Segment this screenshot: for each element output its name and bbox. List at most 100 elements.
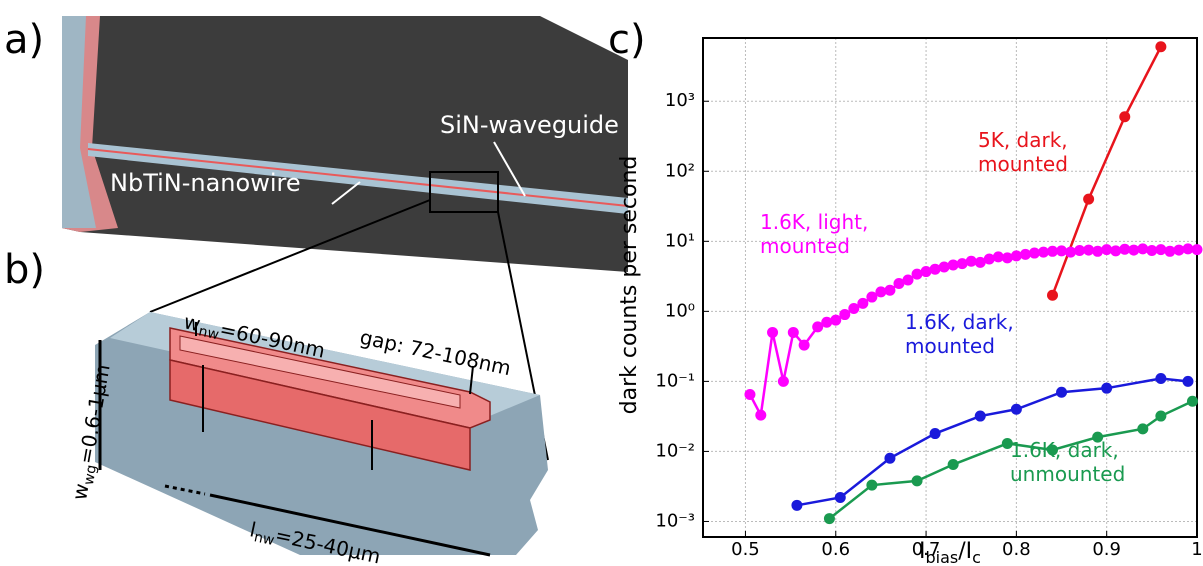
annotation: nw bbox=[253, 529, 276, 549]
data-point bbox=[1092, 431, 1104, 443]
data-point bbox=[893, 277, 905, 289]
data-point bbox=[767, 326, 779, 338]
y-tick-label: 10⁻³ bbox=[655, 510, 695, 531]
y-tick-label: 10⁻² bbox=[655, 440, 695, 461]
data-point bbox=[1186, 395, 1198, 407]
data-point bbox=[1047, 289, 1059, 301]
data-point bbox=[1065, 246, 1077, 258]
zoom-box bbox=[429, 171, 499, 213]
data-point bbox=[1155, 410, 1167, 422]
data-point bbox=[1155, 244, 1167, 256]
data-point bbox=[1155, 41, 1167, 53]
series-line bbox=[796, 377, 1189, 507]
data-point bbox=[787, 326, 799, 338]
x-axis-label: /I bbox=[958, 539, 972, 564]
data-point bbox=[992, 251, 1004, 263]
wire-front bbox=[169, 359, 471, 471]
sem-image bbox=[62, 16, 628, 272]
data-point bbox=[1047, 245, 1059, 257]
x-tick-label: 0.6 bbox=[821, 539, 850, 560]
data-point bbox=[823, 513, 835, 525]
series-label: 1.6K, light, mounted bbox=[760, 210, 869, 258]
arrow bbox=[469, 365, 474, 395]
data-point bbox=[1119, 243, 1131, 255]
data-point bbox=[1101, 244, 1113, 256]
series-label: 1.6K, dark, unmounted bbox=[1010, 438, 1126, 486]
annotation: wg bbox=[81, 464, 100, 487]
data-point bbox=[1083, 193, 1095, 205]
annotation: NbTiN-nanowire bbox=[110, 169, 301, 197]
data-point bbox=[983, 253, 995, 265]
data-point bbox=[1164, 245, 1176, 257]
data-point bbox=[1155, 372, 1167, 384]
data-point bbox=[1028, 247, 1040, 259]
series-line bbox=[828, 400, 1194, 520]
data-point bbox=[777, 375, 789, 387]
series-label: 1.6K, dark, mounted bbox=[905, 310, 1014, 358]
panel-letter: c) bbox=[608, 17, 646, 63]
data-point bbox=[884, 452, 896, 464]
y-tick-label: 10⁰ bbox=[665, 300, 695, 321]
x-tick-label: 0.7 bbox=[912, 539, 941, 560]
data-point bbox=[902, 274, 914, 286]
x-axis-label: c bbox=[972, 548, 981, 566]
x-tick-label: 1 bbox=[1191, 539, 1202, 560]
data-point bbox=[1001, 252, 1013, 264]
plot-area bbox=[703, 38, 1197, 537]
pointer bbox=[331, 181, 361, 205]
data-point bbox=[755, 409, 767, 421]
x-tick-label: 0.9 bbox=[1092, 539, 1121, 560]
data-point bbox=[1037, 246, 1049, 258]
data-point bbox=[1001, 437, 1013, 449]
zoom-line bbox=[149, 199, 431, 313]
data-point bbox=[956, 258, 968, 270]
data-point bbox=[947, 459, 959, 471]
data-point bbox=[834, 491, 846, 503]
data-point bbox=[1128, 244, 1140, 256]
panel-letter: b) bbox=[4, 247, 45, 293]
data-point bbox=[884, 284, 896, 296]
data-point bbox=[1137, 243, 1149, 255]
arrow-dash bbox=[164, 484, 206, 496]
annotation: nw bbox=[197, 323, 220, 343]
data-point bbox=[1110, 245, 1122, 257]
data-point bbox=[857, 297, 869, 309]
data-point bbox=[1101, 382, 1113, 394]
data-point bbox=[947, 259, 959, 271]
data-point bbox=[1010, 250, 1022, 262]
data-point bbox=[1010, 403, 1022, 415]
data-point bbox=[974, 256, 986, 268]
data-point bbox=[974, 410, 986, 422]
data-point bbox=[929, 428, 941, 440]
data-point bbox=[1047, 444, 1059, 456]
data-point bbox=[812, 321, 824, 333]
y-tick-label: 10¹ bbox=[665, 230, 695, 251]
x-tick-label: 0.8 bbox=[1002, 539, 1031, 560]
data-point bbox=[839, 309, 851, 321]
y-tick-label: 10⁻¹ bbox=[655, 370, 695, 391]
y-tick-label: 10² bbox=[665, 160, 695, 181]
data-point bbox=[1074, 244, 1086, 256]
substrate-edge bbox=[62, 16, 96, 228]
data-point bbox=[821, 316, 833, 328]
arrow bbox=[209, 493, 491, 557]
annotation: l bbox=[248, 517, 258, 542]
data-point bbox=[1191, 244, 1203, 256]
data-point bbox=[848, 302, 860, 314]
data-point bbox=[1119, 111, 1131, 123]
y-tick-label: 10³ bbox=[665, 90, 695, 111]
x-axis-label: Ibias/Ic bbox=[919, 539, 981, 566]
series-label: 5K, dark, mounted bbox=[978, 128, 1068, 176]
data-point bbox=[1019, 248, 1031, 260]
data-point bbox=[1092, 245, 1104, 257]
data-point bbox=[744, 388, 756, 400]
annotation: SiN-waveguide bbox=[440, 111, 619, 139]
data-point bbox=[1083, 244, 1095, 256]
data-point bbox=[830, 314, 842, 326]
x-axis-label: I bbox=[919, 539, 926, 564]
data-point bbox=[911, 268, 923, 280]
data-point bbox=[938, 261, 950, 273]
nanowire bbox=[87, 148, 629, 207]
data-point bbox=[920, 266, 932, 278]
